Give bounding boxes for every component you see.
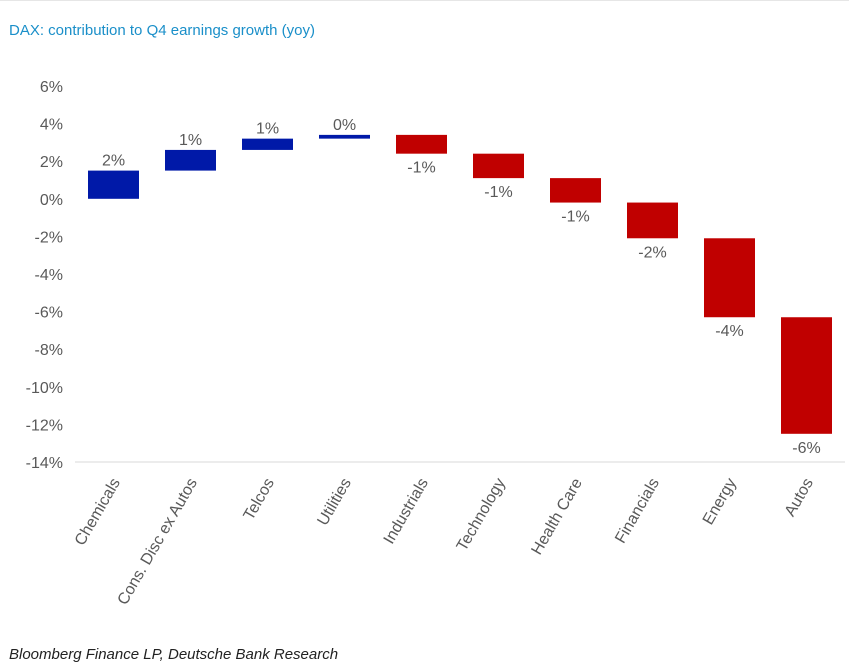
waterfall-chart: 6% 4% 2% 0% -2% -4% -6% -8% -10% -12% -14% 2% 1% 1% 0… bbox=[26, 79, 845, 608]
bar bbox=[319, 134, 370, 139]
data-labels: 2% 1% 1% 0% -1% -1% -1% -2% -4% -6% bbox=[102, 117, 821, 457]
x-category-label: Autos bbox=[782, 476, 817, 520]
top-divider bbox=[0, 0, 849, 1]
y-tick-label: -8% bbox=[35, 342, 63, 359]
bar bbox=[550, 178, 601, 203]
y-axis: 6% 4% 2% 0% -2% -4% -6% -8% -10% -12% -14% bbox=[26, 79, 63, 472]
x-category-label: Financials bbox=[612, 476, 663, 547]
data-label: 2% bbox=[102, 153, 125, 170]
data-label: -6% bbox=[792, 440, 820, 457]
y-tick-label: 0% bbox=[40, 192, 63, 209]
y-tick-label: -10% bbox=[26, 380, 63, 397]
y-tick-label: -6% bbox=[35, 305, 63, 322]
y-tick-label: -2% bbox=[35, 229, 63, 246]
y-tick-label: -4% bbox=[35, 267, 63, 284]
data-label: 1% bbox=[256, 121, 279, 138]
bar bbox=[242, 138, 293, 150]
x-category-label: Cons. Disc ex Autos bbox=[115, 476, 201, 608]
chart-title: DAX: contribution to Q4 earnings growth … bbox=[9, 22, 315, 39]
y-tick-label: 6% bbox=[40, 79, 63, 96]
bar bbox=[704, 238, 755, 318]
x-category-label: Industrials bbox=[381, 476, 432, 548]
x-category-label: Energy bbox=[700, 476, 740, 528]
data-label: -4% bbox=[715, 323, 743, 340]
y-tick-label: -14% bbox=[26, 455, 63, 472]
data-label: -1% bbox=[484, 184, 512, 201]
bar bbox=[396, 134, 447, 154]
bars bbox=[88, 134, 832, 434]
x-category-label: Telcos bbox=[241, 476, 278, 524]
x-category-label: Chemicals bbox=[72, 476, 124, 549]
bar bbox=[165, 149, 216, 171]
data-label: 1% bbox=[179, 132, 202, 149]
bar bbox=[781, 317, 832, 434]
data-label: 0% bbox=[333, 117, 356, 134]
y-tick-label: -12% bbox=[26, 417, 63, 434]
y-tick-label: 2% bbox=[40, 154, 63, 171]
source-note: Bloomberg Finance LP, Deutsche Bank Rese… bbox=[9, 646, 339, 663]
x-category-label: Utilities bbox=[314, 476, 355, 529]
data-label: -2% bbox=[638, 244, 666, 261]
data-label: -1% bbox=[407, 160, 435, 177]
x-category-label: Technology bbox=[454, 476, 509, 555]
bar bbox=[473, 153, 524, 179]
data-label: -1% bbox=[561, 209, 589, 226]
x-category-label: Health Care bbox=[529, 475, 586, 558]
y-tick-label: 4% bbox=[40, 117, 63, 134]
bar bbox=[627, 202, 678, 239]
bar bbox=[88, 170, 139, 199]
